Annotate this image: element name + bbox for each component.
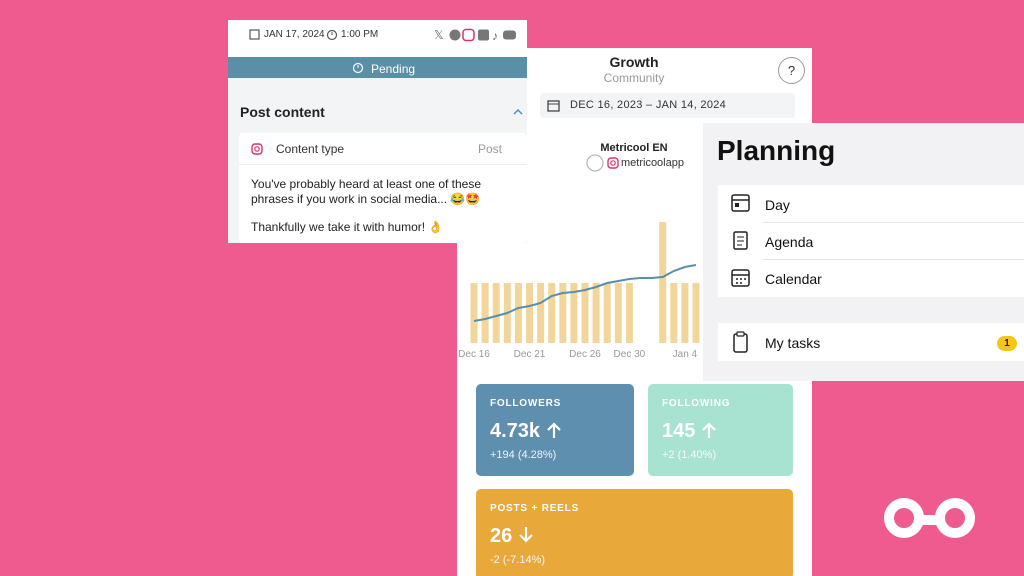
planning-panel: [703, 123, 1024, 381]
tasks-row[interactable]: [718, 323, 1024, 361]
post-date: JAN 17, 2024: [264, 29, 325, 40]
card-label: POSTS + REELS: [490, 503, 580, 514]
date-icons: [249, 29, 338, 41]
bar: [659, 222, 667, 343]
planning-list: [718, 185, 1024, 297]
bar: [692, 283, 700, 343]
date-range-bar[interactable]: [540, 93, 795, 118]
bar: [625, 283, 633, 343]
divider: [763, 222, 1024, 223]
logo: [884, 498, 975, 538]
planning-item[interactable]: Agenda: [765, 234, 814, 250]
post-time: 1:00 PM: [341, 29, 379, 40]
x-tick-label: Dec 26: [569, 349, 601, 360]
card-value: 26: [490, 525, 513, 547]
growth-subtitle: Community: [603, 71, 665, 85]
post-text: Thankfully we take it with humor! 👌: [251, 220, 444, 234]
planning-item[interactable]: Calendar: [765, 271, 822, 287]
card-label: FOLLOWERS: [490, 398, 562, 409]
content-type-value: Post: [478, 142, 503, 156]
bar: [492, 283, 500, 343]
stat-card[interactable]: [476, 489, 793, 576]
card-value: 145: [662, 420, 696, 442]
pending-icon: [352, 62, 364, 74]
planning-item[interactable]: Day: [765, 197, 790, 213]
bar: [559, 283, 567, 343]
bar: [614, 283, 622, 343]
tasks-label[interactable]: My tasks: [765, 335, 821, 351]
bar: [537, 283, 545, 343]
tasks-badge: 1: [997, 336, 1017, 351]
bar: [526, 283, 533, 343]
account-name: Metricool EN: [600, 142, 668, 154]
planning-title: Planning: [717, 135, 836, 166]
content-card: [239, 133, 527, 243]
account-handle: metricoolapp: [621, 157, 684, 169]
x-tick-label: Dec 21: [514, 349, 546, 360]
trend-arrow: [519, 527, 534, 543]
card-change: +2 (1.40%): [662, 449, 717, 461]
bar: [603, 283, 611, 343]
date-range: DEC 16, 2023 – JAN 14, 2024: [570, 99, 727, 111]
account-avatar: [586, 154, 619, 172]
x-tick-label: Dec 30: [614, 349, 646, 360]
bar: [570, 283, 578, 343]
bar: [481, 283, 489, 343]
growth-title: Growth: [609, 54, 659, 70]
divider: [239, 164, 527, 165]
bar: [670, 283, 678, 343]
card-change: -2 (-7.14%): [490, 554, 546, 566]
line: [473, 264, 697, 322]
content-type-label: Content type: [276, 142, 345, 156]
svg-text:𝕏: 𝕏: [434, 28, 444, 42]
section-title: Post content: [240, 104, 325, 120]
trend-arrow: [547, 422, 561, 438]
bar: [514, 283, 522, 343]
help-button[interactable]: ?: [778, 57, 805, 84]
planning-icons: [731, 194, 750, 353]
bar: [581, 283, 589, 343]
post-panel: [228, 20, 527, 243]
bar: [592, 283, 600, 343]
post-text: You've probably heard at least one of th…: [251, 177, 482, 191]
status-label: Pending: [371, 62, 416, 76]
card-change: +194 (4.28%): [490, 449, 557, 461]
x-tick-label: Dec 16: [458, 349, 490, 360]
svg-text:♪: ♪: [492, 29, 498, 42]
instagram-icon: [251, 143, 263, 155]
x-tick-label: Jan 4: [673, 349, 698, 360]
bar: [548, 283, 556, 343]
growth-chart: Dec 16 Dec 21 Dec 26 Dec 30 Jan 4: [458, 222, 700, 360]
card-label: FOLLOWING: [662, 398, 731, 409]
trend-arrow: [702, 422, 717, 438]
bar: [470, 283, 478, 343]
card-value: 4.73k: [490, 420, 541, 442]
divider: [763, 259, 1024, 260]
bar: [681, 283, 689, 343]
social-icons: 𝕏 ♪: [434, 28, 516, 42]
chevron[interactable]: [512, 108, 524, 116]
calendar-icon: [547, 100, 560, 112]
stat-card[interactable]: [648, 384, 793, 476]
post-text: phrases if you work in social media... 😂…: [251, 192, 481, 206]
status-bar: [228, 57, 527, 78]
